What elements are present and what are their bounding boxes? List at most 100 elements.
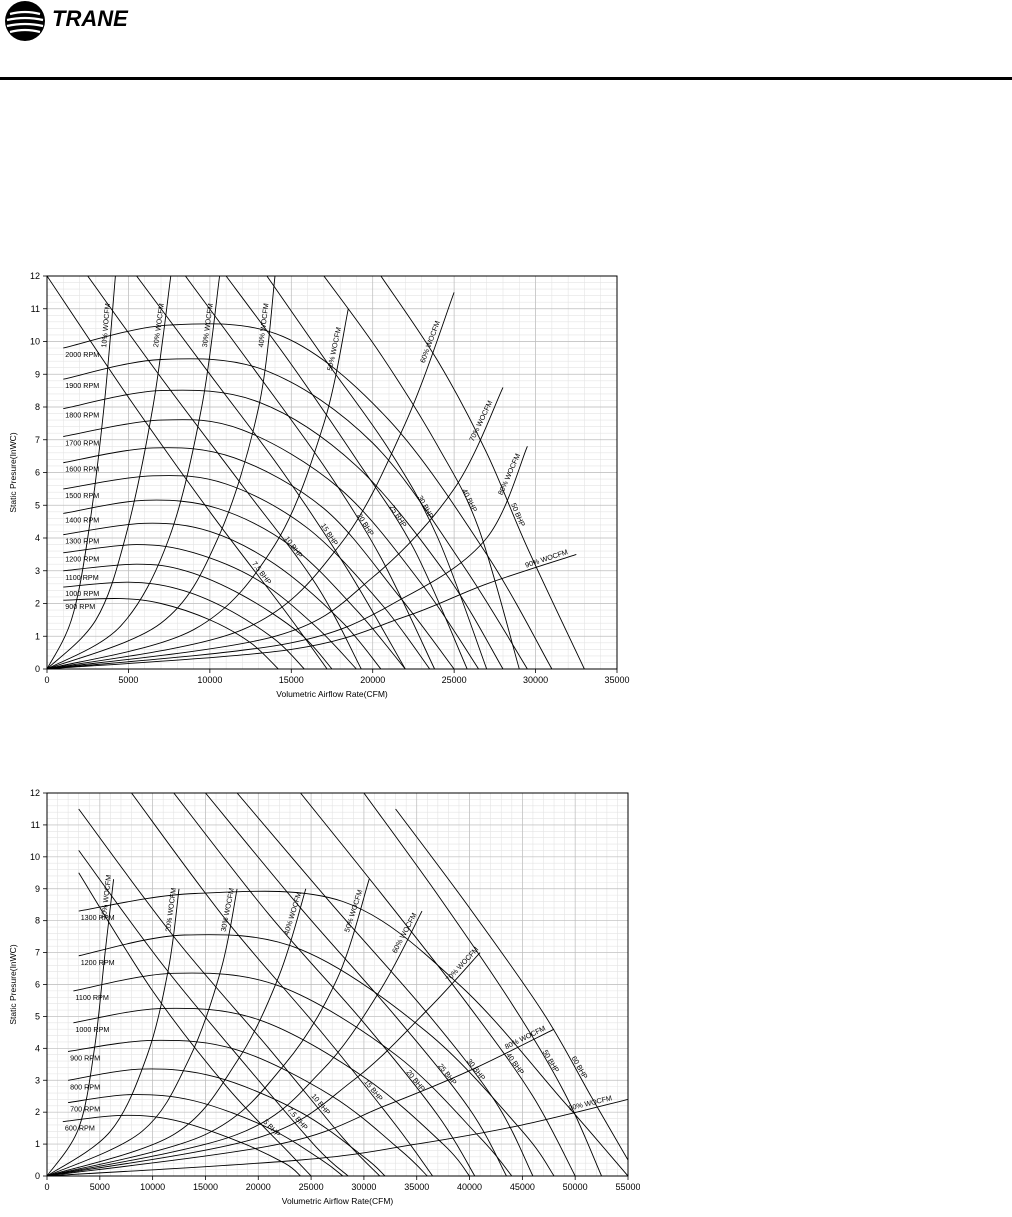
chart2-rpm-curve-600-rpm — [62, 1114, 301, 1176]
chart2-rpm-label-900-rpm: 900 RPM — [70, 1054, 100, 1063]
chart2-y-tick-label: 5 — [35, 1011, 40, 1021]
chart1-rpm-curve-900-rpm — [63, 598, 279, 669]
chart1-x-tick-label: 0 — [44, 675, 49, 685]
chart2-efficiency-label-20-wocfm: 20% WOCFM — [163, 887, 178, 932]
chart2-rpm-curve-700-rpm — [68, 1094, 344, 1176]
chart1-efficiency-label-80-wocfm: 80% WOCFM — [496, 452, 522, 496]
chart1-rpm-curve-1000-rpm — [63, 581, 305, 669]
chart2-x-tick-label: 15000 — [193, 1182, 218, 1192]
chart2-x-tick-label: 55000 — [615, 1182, 640, 1192]
chart1-bhp-curve-20-bhp — [185, 276, 436, 669]
chart1-rpm-label-1000-rpm: 1000 RPM — [65, 589, 99, 598]
chart1-rpm-label-1700-rpm: 1700 RPM — [65, 438, 99, 447]
chart2-rpm-curve-1100-rpm — [73, 972, 513, 1176]
chart2-x-axis-label: Volumetric Airflow Rate(CFM) — [282, 1196, 394, 1206]
chart2-rpm-label-800-rpm: 800 RPM — [70, 1082, 100, 1091]
chart1-efficiency-curve-40-wocfm — [47, 276, 276, 669]
chart2-bhp-curve-30-bhp — [236, 793, 534, 1176]
chart2-bhp-curve-40-bhp — [300, 793, 576, 1176]
chart1-efficiency-curve-80-wocfm — [47, 446, 528, 669]
chart1-rpm-label-1900-rpm: 1900 RPM — [65, 381, 99, 390]
chart2-rpm-label-700-rpm: 700 RPM — [70, 1105, 100, 1114]
chart2-rpm-label-1100-rpm: 1100 RPM — [75, 993, 108, 1002]
chart2-y-tick-label: 10 — [30, 852, 40, 862]
chart1-bhp-curve-25-bhp — [225, 276, 468, 669]
chart1-x-tick-label: 30000 — [523, 675, 548, 685]
chart1-rpm-curve-1700-rpm — [63, 419, 479, 669]
chart1-y-tick-label: 9 — [35, 369, 40, 379]
chart2-x-tick-label: 10000 — [140, 1182, 165, 1192]
chart2-y-tick-label: 2 — [35, 1107, 40, 1117]
chart2-efficiency-label-40-wocfm: 40% WOCFM — [282, 891, 304, 936]
chart2-x-tick-label: 0 — [44, 1182, 49, 1192]
chart1-efficiency-curve-10-wocfm — [47, 276, 116, 669]
chart2-x-tick-label: 40000 — [457, 1182, 482, 1192]
chart2-x-tick-label: 25000 — [299, 1182, 324, 1192]
chart1-rpm-curve-1100-rpm — [63, 563, 333, 669]
chart2-bhp-label-25-bhp: 25 BHP — [436, 1062, 459, 1087]
chart2-bhp-label-20-bhp: 20 BHP — [405, 1068, 428, 1093]
chart1-efficiency-curve-60-wocfm — [47, 292, 455, 669]
chart1-efficiency-curve-50-wocfm — [47, 308, 349, 669]
chart1-efficiency-label-10-wocfm: 10% WOCFM — [99, 303, 112, 348]
chart1-rpm-label-2000-rpm: 2000 RPM — [65, 350, 99, 359]
chart2-x-tick-label: 30000 — [351, 1182, 376, 1192]
chart1-x-tick-label: 20000 — [360, 675, 385, 685]
chart2-efficiency-curve-90-wocfm — [47, 1098, 628, 1176]
chart2-bhp-label-10-bhp: 10 BHP — [310, 1092, 333, 1117]
chart2-rpm-curve-1000-rpm — [73, 1007, 470, 1176]
chart1-bhp-curve-10-bhp — [87, 276, 362, 669]
chart2-x-tick-label: 45000 — [510, 1182, 535, 1192]
chart2-rpm-label-1200-rpm: 1200 RPM — [81, 958, 115, 967]
chart2-curves — [47, 793, 628, 1176]
chart2-rpm-label-600-rpm: 600 RPM — [65, 1124, 95, 1133]
chart1-y-tick-label: 8 — [35, 402, 40, 412]
chart1-efficiency-label-90-wocfm: 90% WOCFM — [524, 547, 569, 569]
chart2-bhp-curve-20-bhp — [173, 793, 476, 1176]
chart1-y-axis-label: Static Presure(InWC) — [8, 432, 18, 512]
chart2-efficiency-curve-80-wocfm — [47, 1028, 555, 1176]
chart1-bhp-label-40-bhp: 40 BHP — [460, 487, 479, 513]
chart2-y-tick-label: 1 — [35, 1139, 40, 1149]
chart1-rpm-label-1100-rpm: 1100 RPM — [65, 573, 98, 582]
chart1-bhp-curve-50-bhp — [380, 276, 585, 669]
chart2-y-axis-label: Static Presure(InWC) — [8, 944, 18, 1024]
chart1-x-axis-label: Volumetric Airflow Rate(CFM) — [276, 689, 388, 699]
chart1-bhp-curve-40-bhp — [323, 276, 520, 669]
chart1-curves — [47, 276, 585, 669]
chart1-rpm-label-1600-rpm: 1600 RPM — [65, 465, 99, 474]
chart1-rpm-label-1200-rpm: 1200 RPM — [65, 555, 99, 564]
chart2-y-tick-label: 11 — [31, 820, 40, 830]
chart2-y-tick-label: 12 — [30, 788, 40, 798]
chart2-x-tick-label: 5000 — [90, 1182, 110, 1192]
chart2-y-tick-label: 4 — [35, 1043, 40, 1053]
chart1-efficiency-curve-20-wocfm — [47, 276, 172, 669]
chart2-bhp-curve-7-5-bhp — [78, 850, 349, 1176]
chart1-efficiency-curve-30-wocfm — [47, 276, 221, 669]
chart2-x-tick-label: 50000 — [563, 1182, 588, 1192]
chart2-efficiency-curve-10-wocfm — [47, 879, 115, 1176]
chart2-bhp-curve-10-bhp — [78, 808, 381, 1176]
chart2-y-tick-label: 7 — [35, 948, 40, 958]
chart2-y-tick-label: 0 — [35, 1171, 40, 1181]
chart2-rpm-curve-1300-rpm — [78, 890, 628, 1176]
chart1-bhp-curve-15-bhp — [136, 276, 406, 669]
chart1-rpm-curve-1200-rpm — [63, 544, 357, 669]
chart2-y-tick-label: 6 — [35, 980, 40, 990]
chart1-rpm-curve-1300-rpm — [63, 522, 382, 669]
chart2-efficiency-curve-30-wocfm — [47, 888, 238, 1176]
chart1-x-tick-label: 15000 — [279, 675, 304, 685]
trane-globe-logo-icon — [5, 1, 45, 41]
chart1-x-tick-label: 5000 — [118, 675, 138, 685]
chart2-efficiency-label-70-wocfm: 70% WOCFM — [444, 945, 481, 984]
chart1-rpm-label-1300-rpm: 1300 RPM — [65, 537, 99, 546]
chart2-efficiency-curve-60-wocfm — [47, 910, 423, 1176]
chart1-bhp-curve-7-5-bhp — [47, 276, 328, 669]
chart1-rpm-curve-1400-rpm — [63, 499, 406, 669]
chart1-bhp-curve-30-bhp — [266, 276, 488, 669]
chart2-efficiency-curve-50-wocfm — [47, 879, 370, 1176]
chart2-y-tick-label: 3 — [35, 1075, 40, 1085]
chart1-rpm-curve-1900-rpm — [63, 358, 528, 669]
chart2-bhp-curve-15-bhp — [131, 793, 433, 1176]
chart1-y-tick-label: 10 — [30, 337, 40, 347]
